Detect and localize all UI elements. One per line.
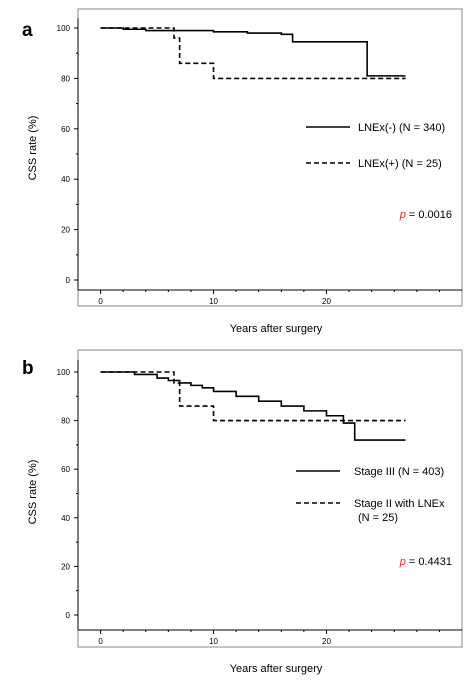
y-tick-label: 60: [61, 125, 70, 134]
panel-a-y-axis-title: CSS rate (%): [27, 116, 39, 181]
panel-a-p-value: p = 0.0016: [399, 209, 452, 221]
y-tick-label: 60: [61, 465, 70, 474]
x-tick-label: 20: [322, 637, 331, 646]
panel-a-y-ticks: 0 20 40 60 80 100: [57, 24, 78, 285]
panel-b-legend: Stage III (N = 403) Stage II with LNEx (…: [296, 466, 445, 524]
panel-b-legend-label-1: Stage III (N = 403): [354, 466, 444, 478]
y-tick-label: 80: [61, 417, 70, 426]
y-tick-label: 0: [66, 611, 71, 620]
panel-b-p-value: p = 0.4431: [399, 556, 452, 568]
y-tick-label: 100: [57, 368, 71, 377]
y-tick-label: 100: [57, 24, 71, 33]
panel-b-series-stage-ii-lnex: [100, 371, 406, 422]
panel-a: a 0 20 40 60 80 100 0 10 20 CSS rate (%) Years …: [22, 8, 463, 335]
panel-b-series-stage-iii: [100, 371, 406, 441]
x-tick-label: 10: [209, 637, 218, 646]
panel-a-p-number: = 0.0016: [409, 209, 452, 221]
panel-a-series-lnex-pos: [100, 27, 406, 80]
panel-a-legend-label-1: LNEx(-) (N = 340): [358, 122, 445, 134]
panel-b: b 0 20 40 60 80 100 0 10 20 CSS rate (%) Years …: [22, 349, 463, 675]
x-tick-label: 0: [98, 637, 103, 646]
x-tick-label: 10: [209, 297, 218, 306]
y-tick-label: 20: [61, 226, 70, 235]
panel-a-p-symbol: p: [399, 209, 406, 221]
panel-b-legend-label-2-cont: (N = 25): [358, 512, 398, 524]
panel-a-legend-label-2: LNEx(+) (N = 25): [358, 158, 442, 170]
panel-b-y-ticks: 0 20 40 60 80 100: [57, 368, 78, 620]
panel-a-legend: LNEx(-) (N = 340) LNEx(+) (N = 25): [306, 122, 445, 170]
y-tick-label: 40: [61, 175, 70, 184]
panel-b-legend-label-2: Stage II with LNEx: [354, 498, 445, 510]
y-tick-label: 0: [66, 276, 71, 285]
panel-a-x-axis-title: Years after surgery: [230, 323, 323, 335]
panel-b-p-number: = 0.4431: [409, 556, 452, 568]
panel-a-letter: a: [22, 20, 33, 41]
panel-b-p-symbol: p: [399, 556, 406, 568]
y-tick-label: 80: [61, 74, 70, 83]
x-tick-label: 0: [98, 297, 103, 306]
panel-b-x-ticks: 0 10 20: [98, 630, 440, 646]
panel-a-series-lnex-neg: [100, 27, 406, 77]
panel-b-letter: b: [22, 358, 34, 379]
y-tick-label: 40: [61, 514, 70, 523]
panel-a-x-ticks: 0 10 20: [98, 290, 440, 306]
x-tick-label: 20: [322, 297, 331, 306]
panel-b-y-axis-title: CSS rate (%): [27, 460, 39, 525]
y-tick-label: 20: [61, 562, 70, 571]
panel-b-x-axis-title: Years after surgery: [230, 663, 323, 675]
